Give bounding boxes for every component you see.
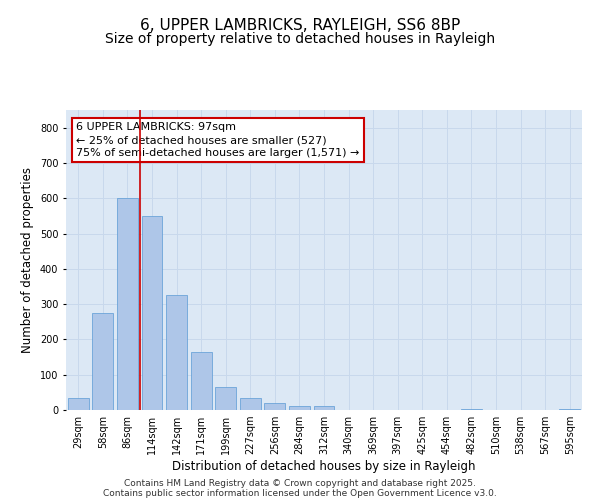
Text: Contains public sector information licensed under the Open Government Licence v3: Contains public sector information licen… xyxy=(103,488,497,498)
Bar xyxy=(240,398,261,410)
Bar xyxy=(68,398,89,410)
Text: Contains HM Land Registry data © Crown copyright and database right 2025.: Contains HM Land Registry data © Crown c… xyxy=(124,478,476,488)
Text: Size of property relative to detached houses in Rayleigh: Size of property relative to detached ho… xyxy=(105,32,495,46)
Bar xyxy=(142,216,163,410)
Bar xyxy=(166,296,187,410)
Bar xyxy=(265,403,286,410)
Y-axis label: Number of detached properties: Number of detached properties xyxy=(22,167,34,353)
Bar xyxy=(191,352,212,410)
Bar xyxy=(92,313,113,410)
Bar xyxy=(289,406,310,410)
Bar xyxy=(461,409,482,410)
Text: 6 UPPER LAMBRICKS: 97sqm
← 25% of detached houses are smaller (527)
75% of semi-: 6 UPPER LAMBRICKS: 97sqm ← 25% of detach… xyxy=(76,122,359,158)
Bar xyxy=(314,406,334,410)
Text: 6, UPPER LAMBRICKS, RAYLEIGH, SS6 8BP: 6, UPPER LAMBRICKS, RAYLEIGH, SS6 8BP xyxy=(140,18,460,32)
X-axis label: Distribution of detached houses by size in Rayleigh: Distribution of detached houses by size … xyxy=(172,460,476,473)
Bar xyxy=(117,198,138,410)
Bar xyxy=(215,387,236,410)
